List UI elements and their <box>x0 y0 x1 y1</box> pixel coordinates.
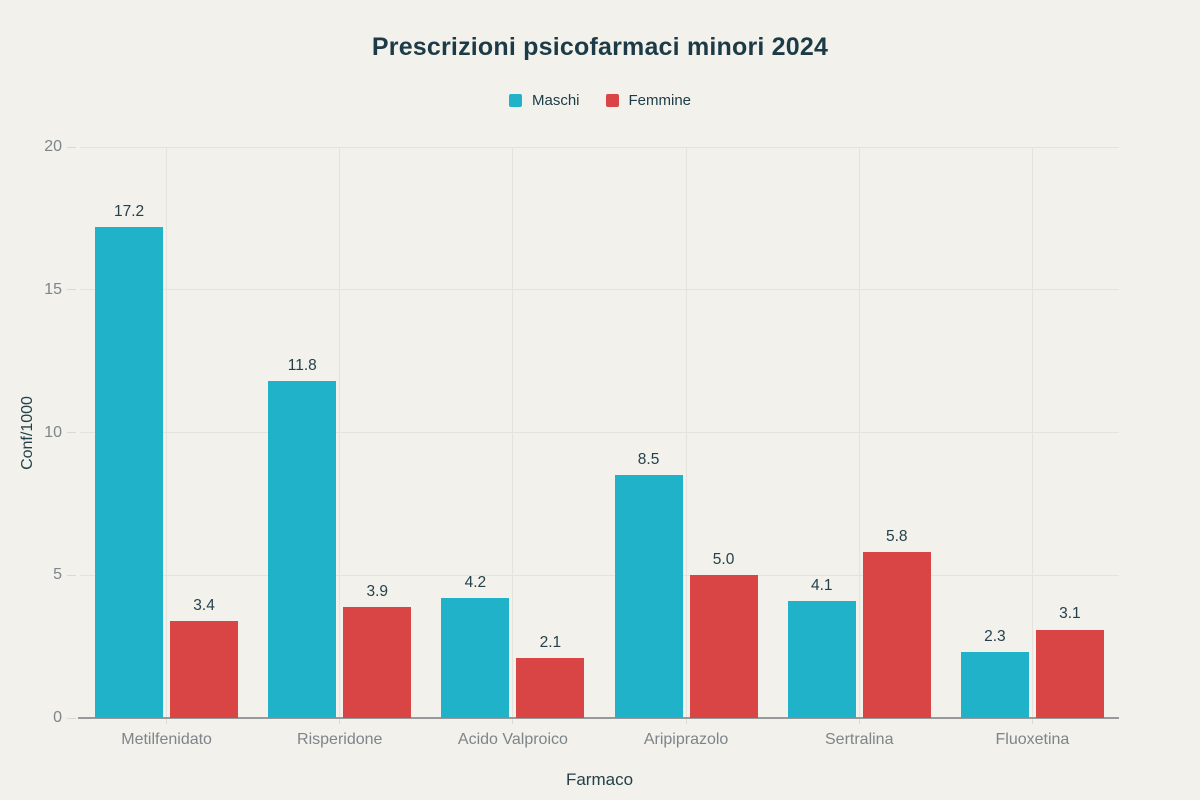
bar-value-label: 3.4 <box>193 596 215 614</box>
bar-maschi-1 <box>95 226 164 718</box>
bar-value-label: 2.1 <box>539 634 562 652</box>
x-tick-mark <box>339 718 341 724</box>
bar-maschi-3 <box>441 598 510 718</box>
x-category-label: Sertralina <box>825 731 894 748</box>
legend-item-femmine: Femmine <box>605 92 692 109</box>
x-tick-mark <box>685 718 687 724</box>
x-category-label: Acido Valproico <box>457 731 568 748</box>
legend-item-maschi: Maschi <box>508 92 580 109</box>
x-tick-mark <box>512 718 514 724</box>
x-tick-mark <box>166 718 168 724</box>
gridline-h <box>80 146 1119 148</box>
bar-value-label: 4.2 <box>464 574 487 592</box>
y-tick-label: 10 <box>44 423 62 441</box>
x-axis-line <box>78 717 1119 719</box>
bar-value-label: 3.9 <box>366 582 389 600</box>
bar-value-label: 2.3 <box>984 628 1006 646</box>
x-axis-title: Farmaco <box>565 770 634 789</box>
bar-maschi-4 <box>614 475 683 718</box>
gridline-h <box>80 289 1119 291</box>
y-tick-mark <box>67 289 76 291</box>
legend-label-femmine: Femmine <box>628 92 692 109</box>
y-tick-label: 20 <box>44 138 62 155</box>
legend-swatch-femmine <box>605 94 619 107</box>
x-category-label: Fluoxetina <box>995 731 1070 748</box>
bar-maschi-6 <box>960 652 1029 718</box>
bar-value-label: 17.2 <box>113 202 145 220</box>
bar-maschi-2 <box>268 381 337 718</box>
y-tick-label: 0 <box>53 709 62 726</box>
bar-femmine-3 <box>516 658 585 718</box>
x-tick-mark <box>858 718 860 724</box>
y-tick-label: 5 <box>53 566 62 584</box>
y-tick-label: 15 <box>44 280 62 298</box>
bar-value-label: 5.0 <box>712 551 735 569</box>
chart-title: Prescrizioni psicofarmaci minori 2024 <box>371 33 829 61</box>
y-tick-mark <box>67 574 76 576</box>
bar-value-label: 5.8 <box>885 528 908 546</box>
bar-femmine-2 <box>343 606 412 718</box>
x-category-label: Aripiprazolo <box>643 731 729 748</box>
bar-maschi-5 <box>787 600 856 718</box>
bar-femmine-4 <box>689 575 758 718</box>
x-category-label: Risperidone <box>297 731 383 748</box>
gridline-h <box>80 574 1119 576</box>
bar-value-label: 4.1 <box>810 576 833 594</box>
legend-label-maschi: Maschi <box>531 92 580 109</box>
gridline-h <box>80 432 1119 433</box>
bar-femmine-1 <box>170 620 239 718</box>
bar-femmine-6 <box>1035 629 1104 718</box>
legend-swatch-maschi <box>508 94 522 107</box>
legend: Maschi Femmine <box>0 92 1200 109</box>
bar-value-label: 3.1 <box>1059 605 1081 623</box>
y-tick-mark <box>67 717 76 719</box>
x-category-label: Metilfenidato <box>121 731 212 748</box>
plot-area: Metilfenidato Risperidone Acido Valproico A… <box>44 138 1119 748</box>
y-tick-mark <box>67 146 76 148</box>
bar-value-label: 8.5 <box>637 451 660 469</box>
bar-value-label: 11.8 <box>287 357 317 375</box>
x-tick-mark <box>1031 718 1033 724</box>
y-tick-mark <box>67 432 76 433</box>
bar-femmine-5 <box>862 552 931 718</box>
